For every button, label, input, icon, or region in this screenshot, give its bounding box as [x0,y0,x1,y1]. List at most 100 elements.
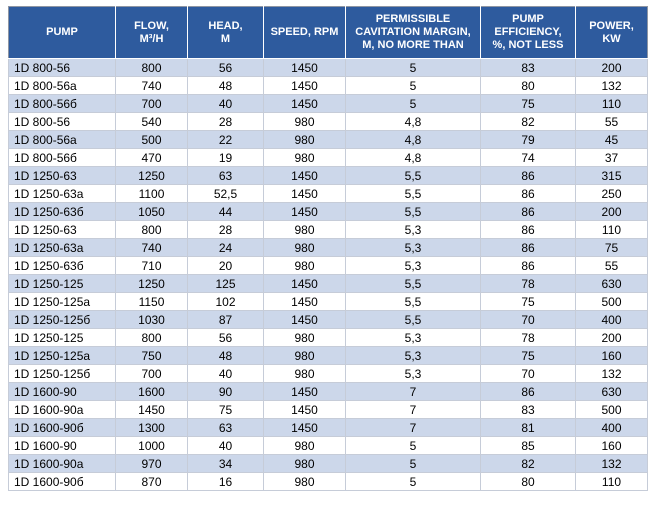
value-cell: 74 [480,148,576,167]
value-cell: 5 [345,454,481,473]
value-cell: 1000 [115,436,188,455]
value-cell: 980 [263,220,346,239]
pump-model-cell: 1D 1250-63б [8,202,116,221]
column-header-flow: FLOW, M³/H [115,6,188,59]
value-cell: 1450 [263,310,346,329]
value-cell: 470 [115,148,188,167]
pump-model-cell: 1D 1600-90a [8,454,116,473]
pump-model-cell: 1D 1250-63a [8,238,116,257]
value-cell: 28 [187,112,264,131]
value-cell: 28 [187,220,264,239]
value-cell: 1300 [115,418,188,437]
column-header-power: POWER, KW [575,6,648,59]
value-cell: 86 [480,382,576,401]
value-cell: 48 [187,346,264,365]
value-cell: 315 [575,166,648,185]
table-row: 1D 1250-125 1250 125 1450 5,5 78 630 [8,274,648,293]
table-row: 1D 1250-63б 1050 44 1450 5,5 86 200 [8,202,648,221]
pump-model-cell: 1D 800-56б [8,94,116,113]
column-header-head: HEAD, M [187,6,264,59]
header-row: PUMP FLOW, M³/H HEAD, M SPEED, RPM PERMI… [8,6,648,59]
value-cell: 86 [480,238,576,257]
table-row: 1D 1250-125б 1030 87 1450 5,5 70 400 [8,310,648,329]
value-cell: 980 [263,256,346,275]
value-cell: 132 [575,76,648,95]
value-cell: 79 [480,130,576,149]
value-cell: 160 [575,346,648,365]
value-cell: 70 [480,364,576,383]
value-cell: 82 [480,454,576,473]
value-cell: 86 [480,166,576,185]
pump-model-cell: 1D 1600-90 [8,382,116,401]
table-row: 1D 1250-125 800 56 980 5,3 78 200 [8,328,648,347]
value-cell: 970 [115,454,188,473]
pump-model-cell: 1D 800-56a [8,130,116,149]
value-cell: 1450 [263,76,346,95]
table-row: 1D 1600-90б 1300 63 1450 7 81 400 [8,418,648,437]
value-cell: 20 [187,256,264,275]
value-cell: 63 [187,166,264,185]
table-row: 1D 1250-63 1250 63 1450 5,5 86 315 [8,166,648,185]
value-cell: 16 [187,472,264,491]
value-cell: 56 [187,58,264,77]
value-cell: 630 [575,274,648,293]
pump-model-cell: 1D 1250-125б [8,310,116,329]
value-cell: 83 [480,400,576,419]
value-cell: 78 [480,328,576,347]
table-row: 1D 1600-90a 1450 75 1450 7 83 500 [8,400,648,419]
value-cell: 540 [115,112,188,131]
value-cell: 160 [575,436,648,455]
value-cell: 5,5 [345,274,481,293]
value-cell: 34 [187,454,264,473]
value-cell: 1100 [115,184,188,203]
value-cell: 37 [575,148,648,167]
column-header-speed: SPEED, RPM [263,6,346,59]
value-cell: 86 [480,256,576,275]
pump-model-cell: 1D 800-56 [8,112,116,131]
table-row: 1D 1600-90 1000 40 980 5 85 160 [8,436,648,455]
value-cell: 83 [480,58,576,77]
value-cell: 1150 [115,292,188,311]
pump-model-cell: 1D 1600-90a [8,400,116,419]
value-cell: 87 [187,310,264,329]
value-cell: 24 [187,238,264,257]
pump-model-cell: 1D 1250-125б [8,364,116,383]
value-cell: 980 [263,472,346,491]
value-cell: 40 [187,436,264,455]
value-cell: 1250 [115,274,188,293]
table-row: 1D 800-56б 470 19 980 4,8 74 37 [8,148,648,167]
value-cell: 1450 [263,274,346,293]
value-cell: 870 [115,472,188,491]
table-row: 1D 1600-90б 870 16 980 5 80 110 [8,472,648,491]
value-cell: 55 [575,112,648,131]
value-cell: 700 [115,94,188,113]
value-cell: 81 [480,418,576,437]
value-cell: 40 [187,364,264,383]
table-row: 1D 800-56 540 28 980 4,8 82 55 [8,112,648,131]
value-cell: 200 [575,202,648,221]
column-header-cavitation: PERMISSIBLE CAVITATION MARGIN, M, NO MOR… [345,6,481,59]
value-cell: 4,8 [345,148,481,167]
value-cell: 82 [480,112,576,131]
value-cell: 5,5 [345,292,481,311]
value-cell: 800 [115,220,188,239]
value-cell: 980 [263,148,346,167]
value-cell: 63 [187,418,264,437]
value-cell: 52,5 [187,184,264,203]
value-cell: 800 [115,58,188,77]
value-cell: 5 [345,58,481,77]
table-row: 1D 800-56a 500 22 980 4,8 79 45 [8,130,648,149]
table-row: 1D 1250-63a 1100 52,5 1450 5,5 86 250 [8,184,648,203]
value-cell: 110 [575,220,648,239]
value-cell: 710 [115,256,188,275]
value-cell: 800 [115,328,188,347]
value-cell: 22 [187,130,264,149]
value-cell: 80 [480,472,576,491]
value-cell: 630 [575,382,648,401]
value-cell: 500 [575,292,648,311]
pump-model-cell: 1D 1250-125a [8,292,116,311]
pump-model-cell: 1D 1250-125 [8,274,116,293]
pump-model-cell: 1D 800-56a [8,76,116,95]
value-cell: 1250 [115,166,188,185]
value-cell: 1450 [263,292,346,311]
